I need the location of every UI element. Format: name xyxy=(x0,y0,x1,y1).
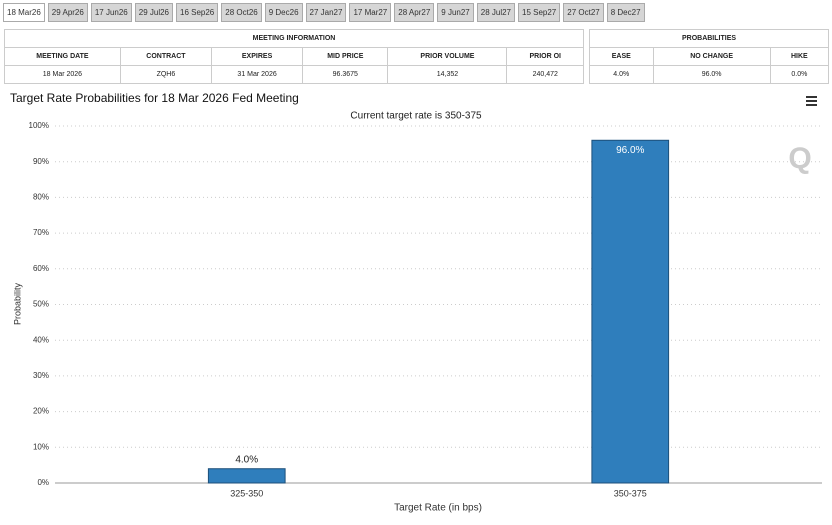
y-tick-label: 70% xyxy=(33,228,49,237)
title-row: MEETING INFORMATION xyxy=(4,29,584,48)
column-header: HIKE xyxy=(769,47,830,66)
tab[interactable]: 17 Mar27 xyxy=(349,3,392,22)
data-row: 4.0% 96.0% 0.0% xyxy=(589,65,830,84)
data-label: 4.0% xyxy=(235,454,258,465)
data-label: 96.0% xyxy=(616,145,644,156)
x-tick-label: 325-350 xyxy=(230,488,263,498)
column-header: PRIOR OI xyxy=(506,47,584,66)
tab[interactable]: 28 Apr27 xyxy=(394,3,435,22)
y-tick-label: 10% xyxy=(33,442,49,451)
probability-table: PROBABILITIES EASE NO CHANGE HIKE 4.0% 96.0% 0… xyxy=(589,29,830,84)
title-row: PROBABILITIES xyxy=(589,29,829,48)
header-row: MEETING DATE CONTRACT EXPIRES MID PRICE PRIO… xyxy=(4,47,584,66)
cell: 18 Mar 2026 xyxy=(4,65,121,84)
watermark: Q xyxy=(788,142,811,175)
tab[interactable]: 28 Jul27 xyxy=(476,3,515,22)
cell: 14,352 xyxy=(387,65,508,84)
y-axis-label: Probability xyxy=(12,282,22,325)
header-row: EASE NO CHANGE HIKE xyxy=(589,47,830,66)
meeting-table: MEETING INFORMATION MEETING DATE CONTRACT E… xyxy=(4,29,584,84)
column-header: MEETING DATE xyxy=(4,47,121,66)
cell: 4.0% xyxy=(589,65,654,84)
tab[interactable]: 15 Sep27 xyxy=(518,3,561,22)
chart: Target Rate Probabilities for 18 Mar 202… xyxy=(10,91,822,514)
tab[interactable]: 29 Jul26 xyxy=(134,3,173,22)
y-tick-label: 60% xyxy=(33,264,49,273)
tab[interactable]: 8 Dec27 xyxy=(606,3,645,22)
column-header: EASE xyxy=(589,47,654,66)
column-header: NO CHANGE xyxy=(652,47,771,66)
menu-icon[interactable] xyxy=(806,96,817,106)
tab[interactable]: 9 Dec26 xyxy=(264,3,303,22)
column-header: MID PRICE xyxy=(302,47,389,66)
y-tick-label: 90% xyxy=(33,157,49,166)
cell: 96.3675 xyxy=(302,65,389,84)
y-tick-label: 20% xyxy=(33,407,49,416)
tab[interactable]: 9 Jun27 xyxy=(437,3,474,22)
table-title: MEETING INFORMATION xyxy=(4,29,584,48)
tab[interactable]: 16 Sep26 xyxy=(176,3,219,22)
cell: 240,472 xyxy=(506,65,584,84)
x-tick-label: 350-375 xyxy=(614,488,647,498)
tab[interactable]: 29 Apr26 xyxy=(47,3,88,22)
column-header: EXPIRES xyxy=(210,47,304,66)
y-tick-label: 30% xyxy=(33,371,49,380)
tab[interactable]: 27 Jan27 xyxy=(305,3,347,22)
tab[interactable]: 18 Mar26 xyxy=(3,3,45,22)
cell: 96.0% xyxy=(652,65,771,84)
y-tick-label: 50% xyxy=(33,300,49,309)
tab[interactable]: 17 Jun26 xyxy=(90,3,132,22)
column-header: CONTRACT xyxy=(119,47,212,66)
tab-bar: 18 Mar26 29 Apr26 17 Jun26 29 Jul26 16 Sep26… xyxy=(3,3,645,22)
bar xyxy=(591,139,670,484)
bar xyxy=(207,468,286,484)
data-row: 18 Mar 2026 ZQH6 31 Mar 2026 96.3675 14,352 2… xyxy=(4,65,584,84)
table-title: PROBABILITIES xyxy=(589,29,829,48)
chart-title: Target Rate Probabilities for 18 Mar 202… xyxy=(10,91,299,105)
y-tick-label: 80% xyxy=(33,193,49,202)
column-header: PRIOR VOLUME xyxy=(387,47,508,66)
chart-subtitle: Current target rate is 350-375 xyxy=(350,111,482,122)
tab[interactable]: 28 Oct26 xyxy=(221,3,262,22)
y-tick-label: 100% xyxy=(29,121,49,130)
cell: ZQH6 xyxy=(119,65,212,84)
cell: 31 Mar 2026 xyxy=(210,65,304,84)
x-axis-label: Target Rate (in bps) xyxy=(394,503,482,514)
y-tick-label: 40% xyxy=(33,335,49,344)
tab[interactable]: 27 Oct27 xyxy=(563,3,604,22)
cell: 0.0% xyxy=(769,65,830,84)
y-tick-label: 0% xyxy=(37,478,49,487)
